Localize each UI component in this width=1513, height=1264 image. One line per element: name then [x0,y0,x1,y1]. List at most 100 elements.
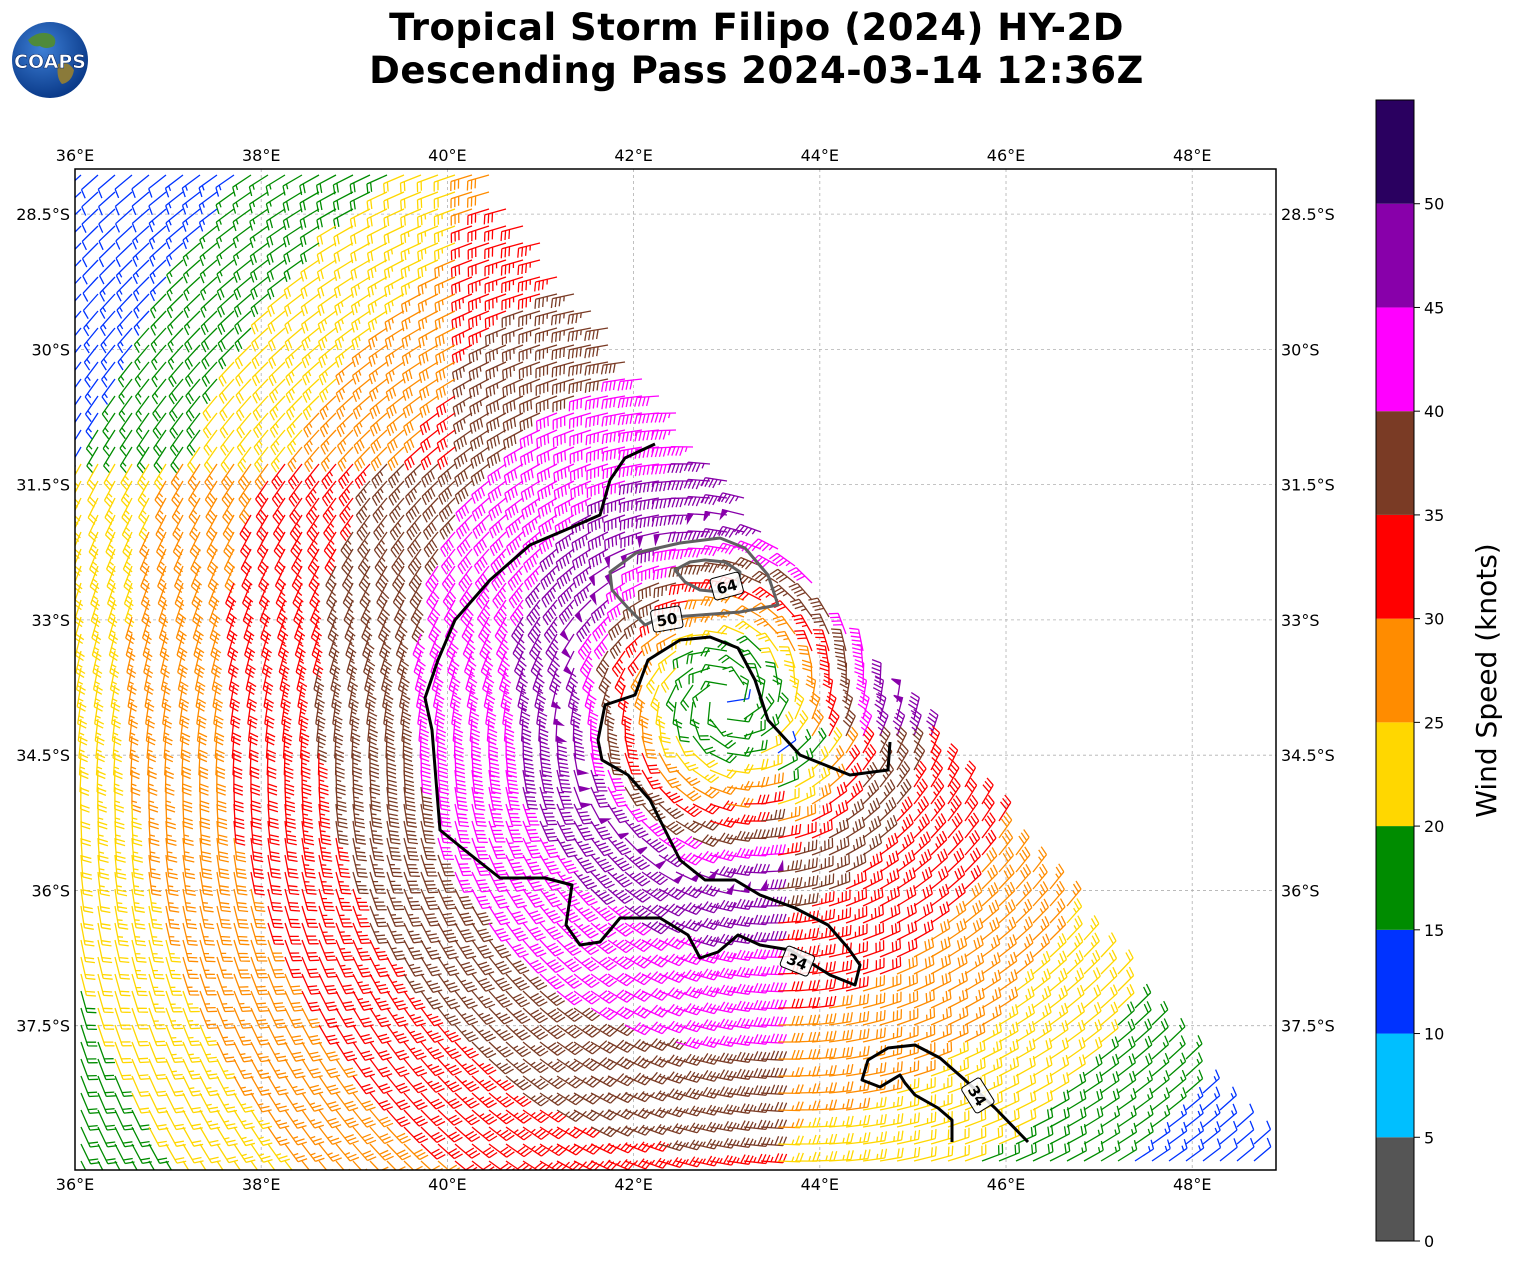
wind-barb [726,1034,754,1046]
wind-barb [182,1143,204,1164]
wind-barb [305,480,320,507]
wind-barb [384,718,395,746]
wind-barb [947,1040,969,1060]
wind-barb [688,667,711,685]
colorbar-segment [1376,514,1414,619]
wind-barb [641,718,653,745]
wind-barb [96,769,107,797]
wind-barb [216,939,233,963]
wind-barb [435,361,456,383]
wind-barb [400,701,412,729]
wind-barb [794,839,818,856]
wind-barb [1015,846,1031,873]
wind-barb [386,769,398,796]
wind-barb [181,752,192,780]
wind-barb [403,1143,429,1161]
wind-barb [845,1011,870,1026]
wind-barb [765,661,779,686]
wind-barb [92,667,103,695]
wind-barb [196,701,207,729]
wind-barb [556,1126,584,1139]
wind-barb [400,208,422,228]
wind-barb [930,1111,953,1128]
wind-barb [403,1024,427,1044]
contour-label: 64 [709,571,744,601]
wind-barb [675,1019,704,1033]
wind-barb [309,599,322,627]
wind-barb [1083,1088,1104,1111]
wind-barb [239,514,252,542]
wind-barb [326,599,339,627]
wind-barb [726,1017,754,1029]
wind-barb [149,259,167,284]
wind-barb [981,1057,1003,1077]
wind-barb [154,480,167,508]
wind-barb [99,259,116,285]
wind-barb [1134,1070,1154,1094]
wind-barb [451,293,473,313]
wind-barb [419,412,439,436]
wind-barb [263,684,275,712]
wind-barb [964,794,979,822]
wind-barb [1083,1036,1103,1060]
wind-barb [80,1126,100,1148]
wind-barb [369,1024,392,1044]
wind-barb [269,395,286,421]
wind-barb [267,939,285,962]
colorbar-label: Wind Speed (knots) [1470,543,1503,817]
wind-barb [607,1108,635,1120]
wind-barb [369,395,388,420]
wind-barb [198,769,209,796]
wind-barb [471,888,492,910]
wind-barb [845,923,868,941]
wind-barb [420,939,442,960]
wind-barb [555,548,575,572]
wind-barb [928,725,941,754]
wind-barb [216,1160,224,1170]
wind-barb [854,659,865,686]
wind-barb [871,658,882,686]
wind-barb [148,803,159,830]
wind-barb [250,786,261,813]
wind-barb [437,1007,461,1026]
wind-barb [488,854,508,876]
wind-barb [551,327,575,343]
wind-barb [505,905,528,925]
wind-barb [692,917,721,931]
wind-barb [565,667,579,696]
wind-barb [233,769,244,796]
wind-barb [822,675,834,703]
wind-barb [981,777,994,805]
wind-barb [623,616,643,640]
wind-barb [540,565,558,590]
wind-barb [270,429,286,456]
wind-barb [811,1151,838,1162]
wind-barb [282,191,303,213]
wind-barb [896,955,918,975]
wind-barb [534,293,558,309]
wind-barb [505,1092,532,1108]
wind-barb [350,718,361,746]
wind-barb [403,905,423,927]
wind-barb [998,1004,1019,1026]
wind-barb [1100,949,1118,975]
wind-barb [522,837,542,859]
wind-barb [250,803,262,830]
wind-barb [573,871,598,890]
wind-barb [433,174,456,192]
wind-barb [301,820,315,846]
wind-barb [619,497,643,513]
wind-barb [94,701,105,729]
wind-barb [368,327,388,350]
wind-barb [75,378,82,389]
wind-barb [407,548,422,575]
wind-barb [1066,898,1083,924]
wind-barb [607,837,632,856]
wind-barb [794,1117,821,1128]
wind-barb [641,1107,670,1119]
wind-barb [500,225,524,242]
wind-barb [98,191,116,216]
wind-barb [593,633,609,660]
wind-barb [1253,1137,1272,1162]
wind-barb [879,797,897,822]
